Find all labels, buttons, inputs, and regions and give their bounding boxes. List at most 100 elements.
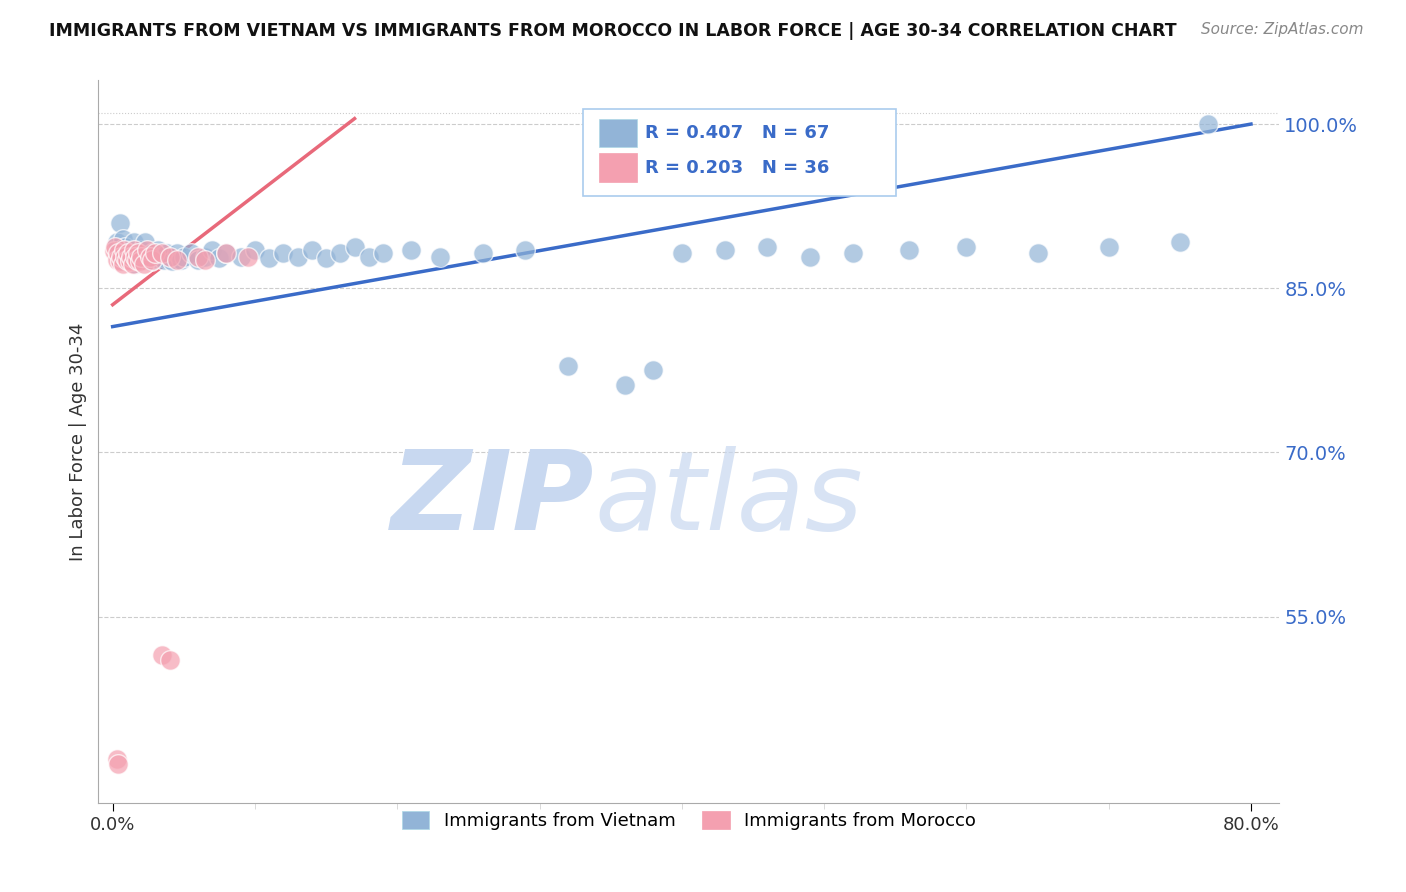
FancyBboxPatch shape (599, 119, 637, 147)
Point (1098, 240, 1121, 254)
Point (301, 243, 323, 257)
Point (141, 252, 163, 267)
Point (136, 250, 159, 264)
Point (215, 246, 238, 260)
Point (1026, 246, 1049, 260)
Point (127, 246, 149, 260)
Point (122, 243, 145, 257)
Point (1197, 117, 1219, 131)
Point (329, 246, 352, 260)
Point (125, 253, 148, 268)
Point (799, 250, 821, 264)
FancyBboxPatch shape (582, 109, 896, 196)
Point (236, 250, 259, 264)
Point (104, 240, 127, 254)
Point (315, 251, 337, 265)
Point (107, 757, 129, 772)
Point (170, 252, 193, 267)
Point (128, 250, 150, 264)
Point (120, 243, 142, 257)
Point (173, 250, 195, 264)
Point (287, 250, 309, 264)
Point (156, 246, 179, 260)
Point (115, 251, 138, 265)
Point (124, 250, 146, 264)
Point (108, 253, 131, 268)
Text: atlas: atlas (595, 446, 863, 553)
Point (643, 363, 665, 377)
Point (107, 246, 129, 260)
Point (115, 252, 138, 267)
Point (138, 250, 160, 264)
Text: R = 0.203   N = 36: R = 0.203 N = 36 (645, 159, 830, 177)
Point (110, 250, 132, 264)
Point (159, 250, 181, 264)
Point (229, 250, 252, 264)
Point (118, 253, 141, 268)
Point (143, 246, 166, 260)
Point (955, 240, 977, 254)
Point (114, 250, 136, 264)
Point (187, 250, 209, 264)
Point (105, 252, 128, 267)
Point (159, 250, 181, 264)
Point (121, 250, 143, 264)
Text: IMMIGRANTS FROM VIETNAM VS IMMIGRANTS FROM MOROCCO IN LABOR FORCE | AGE 30-34 CO: IMMIGRANTS FROM VIETNAM VS IMMIGRANTS FR… (49, 22, 1177, 40)
Point (429, 250, 451, 264)
Point (117, 246, 139, 260)
Point (557, 359, 579, 373)
Point (129, 250, 152, 264)
Point (194, 250, 217, 264)
Text: R = 0.407   N = 67: R = 0.407 N = 67 (645, 124, 830, 142)
Point (143, 251, 166, 265)
Point (257, 251, 280, 265)
Point (153, 252, 176, 267)
Point (105, 235, 128, 250)
Point (471, 246, 494, 260)
Point (1168, 235, 1191, 250)
Point (208, 251, 231, 265)
Point (117, 246, 139, 260)
Point (343, 240, 366, 254)
Point (112, 243, 135, 257)
Point (129, 243, 152, 257)
Point (152, 648, 174, 662)
Point (103, 244, 125, 258)
Point (898, 243, 921, 257)
Point (118, 252, 141, 267)
Point (150, 250, 173, 264)
Point (166, 246, 188, 260)
Point (120, 250, 142, 264)
Legend: Immigrants from Vietnam, Immigrants from Morocco: Immigrants from Vietnam, Immigrants from… (395, 804, 983, 837)
Point (135, 243, 157, 257)
Point (194, 252, 217, 267)
Point (132, 252, 155, 267)
Point (243, 243, 266, 257)
Point (401, 243, 423, 257)
Point (357, 250, 380, 264)
Point (371, 246, 394, 260)
Point (152, 246, 174, 260)
Text: Source: ZipAtlas.com: Source: ZipAtlas.com (1201, 22, 1364, 37)
Point (148, 243, 170, 257)
Point (841, 246, 863, 260)
Point (111, 232, 134, 246)
Point (121, 257, 143, 271)
Point (111, 257, 134, 271)
Point (122, 235, 145, 250)
Point (756, 240, 779, 254)
Point (114, 240, 136, 254)
Point (162, 253, 184, 268)
Point (180, 246, 202, 260)
Point (110, 253, 132, 268)
Point (132, 257, 155, 271)
Point (515, 243, 537, 257)
Point (124, 257, 146, 271)
Y-axis label: In Labor Force | Age 30-34: In Labor Force | Age 30-34 (69, 322, 87, 561)
Point (159, 653, 181, 667)
Point (713, 243, 735, 257)
FancyBboxPatch shape (599, 153, 637, 182)
Point (215, 246, 238, 260)
Point (105, 752, 128, 766)
Point (127, 246, 149, 260)
